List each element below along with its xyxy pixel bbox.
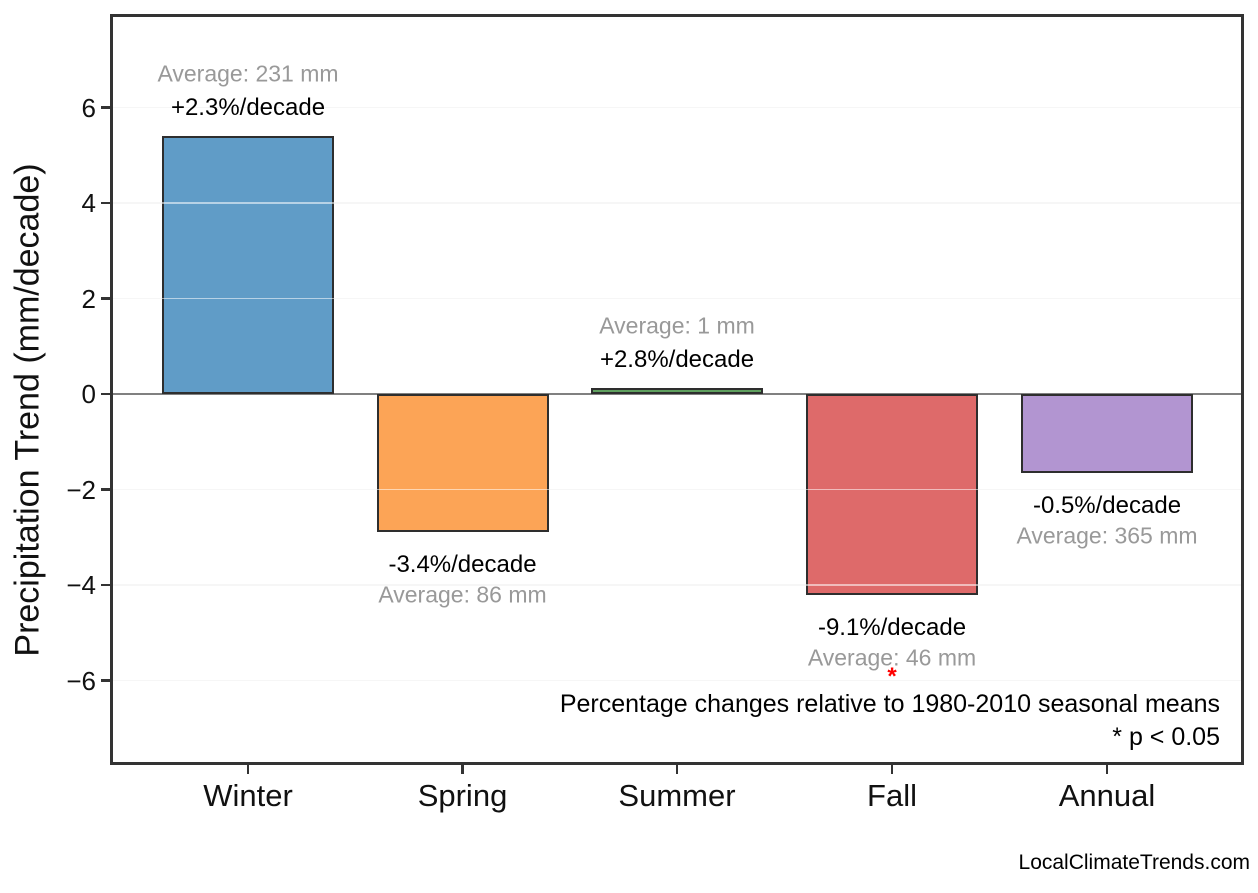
y-axis-tick xyxy=(101,201,110,205)
x-axis-tick xyxy=(461,765,464,774)
chart-note: Percentage changes relative to 1980-2010… xyxy=(560,688,1220,754)
y-axis-tick-label: −4 xyxy=(66,570,96,600)
avg-label-summer: Average: 1 mm xyxy=(599,312,755,339)
avg-label-annual: Average: 365 mm xyxy=(1016,522,1198,549)
y-axis-tick xyxy=(101,679,110,682)
y-axis-tick-label: 6 xyxy=(81,92,96,123)
x-axis-tick xyxy=(1105,765,1109,774)
significance-marker-fall: * xyxy=(887,662,897,690)
x-axis-label-spring: Spring xyxy=(417,778,508,813)
gridline-overlay xyxy=(110,297,1244,300)
gridline-overlay xyxy=(110,584,1244,586)
bar-winter xyxy=(162,136,334,394)
plot-area xyxy=(110,14,1244,765)
y-axis-tick-label: −6 xyxy=(66,665,96,696)
avg-label-spring: Average: 86 mm xyxy=(378,581,547,608)
y-axis-tick-label: 4 xyxy=(81,188,96,218)
y-axis-tick-label: 2 xyxy=(81,283,96,314)
pct-label-spring: -3.4%/decade xyxy=(388,551,537,579)
pct-label-fall: -9.1%/decade xyxy=(817,613,967,641)
x-axis-label-summer: Summer xyxy=(618,778,736,813)
pct-label-winter: +2.3%/decade xyxy=(170,94,326,122)
x-axis-label-fall: Fall xyxy=(867,778,917,813)
y-axis-tick xyxy=(101,297,110,300)
note-line-2: * p < 0.05 xyxy=(1112,723,1220,751)
zero-line xyxy=(110,393,1244,395)
x-axis-tick xyxy=(675,765,679,774)
bar-fall xyxy=(806,394,978,595)
y-axis-tick xyxy=(101,583,110,587)
gridline-overlay xyxy=(110,202,1244,204)
bar-summer xyxy=(591,388,763,394)
bar-spring xyxy=(376,394,549,533)
watermark-text: LocalClimateTrends.com xyxy=(1018,851,1250,874)
note-line-1: Percentage changes relative to 1980-2010… xyxy=(559,690,1220,718)
x-axis-label-annual: Annual xyxy=(1058,778,1156,813)
x-axis-tick xyxy=(246,765,250,774)
gridline-overlay xyxy=(110,106,1244,109)
avg-label-fall: Average: 46 mm xyxy=(807,644,977,671)
gridline-overlay xyxy=(110,679,1244,682)
x-axis-label-winter: Winter xyxy=(203,778,293,813)
gridline-overlay xyxy=(110,488,1244,491)
y-axis-tick-label: 0 xyxy=(81,379,96,409)
y-axis-tick xyxy=(101,488,110,491)
pct-label-summer: +2.8%/decade xyxy=(599,346,755,373)
y-axis-tick xyxy=(101,106,110,109)
y-axis-tick-label: −2 xyxy=(66,474,96,505)
pct-label-annual: -0.5%/decade xyxy=(1032,491,1182,519)
bar-annual xyxy=(1021,394,1193,473)
x-axis-tick xyxy=(890,765,894,774)
avg-label-winter: Average: 231 mm xyxy=(157,60,339,87)
y-axis-tick xyxy=(101,392,110,396)
